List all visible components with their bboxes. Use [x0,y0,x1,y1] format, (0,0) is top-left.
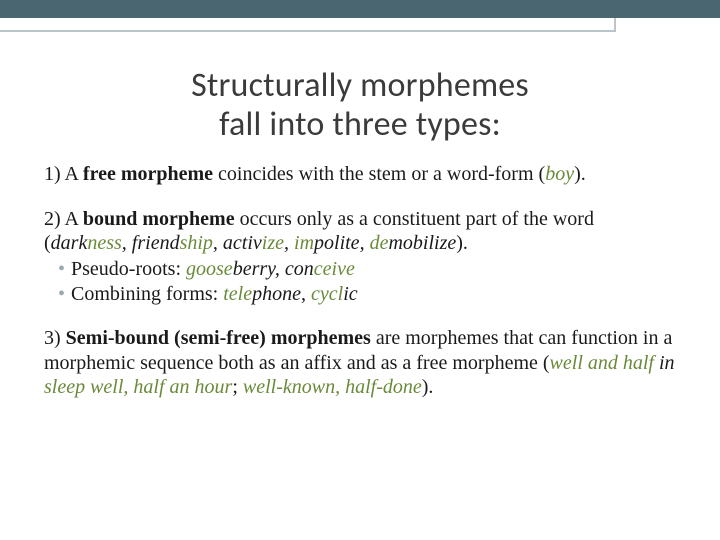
w2a: friend [132,232,180,254]
item3-em1: well and half [550,352,654,374]
bullet-icon: • [58,283,65,305]
w2b: ship [180,232,213,254]
s1sep: , [275,258,285,280]
item1-example: boy [545,163,574,185]
w5a: de [370,232,389,254]
item1-term: free morpheme [83,163,213,185]
title-line2: fall into three types: [219,104,501,145]
accent-line-left [0,30,416,32]
item2-sub1: • Pseudo-roots: gooseberry, conceive [44,257,676,281]
sub2-label: Combining forms: [71,283,223,305]
s2w2a: cycl [311,283,343,305]
w3a: activ [223,232,262,254]
item2-sub2: • Combining forms: telephone, cyclic [44,282,676,306]
item3-prefix: 3) [44,327,66,349]
sep3: , [284,232,294,254]
w5b: mobilize [388,232,456,254]
w1a: dark [51,232,88,254]
item1-text1: coincides with the stem or a word-form ( [213,163,545,185]
s2w1a: tele [223,283,252,305]
item-3: 3) Semi-bound (semi-free) morphemes are … [44,326,676,399]
s1w2a: con [285,258,314,280]
s1w1a: goose [186,258,233,280]
top-bar [0,0,720,18]
bullet-icon: • [58,258,65,280]
item3-em3: well-known, half-done [243,376,422,398]
w3b: ize [262,232,284,254]
item-1: 1) A free morpheme coincides with the st… [44,162,676,186]
title-line1: Structurally morphemes [191,65,529,106]
item3-term: Semi-bound (semi-free) morphemes [66,327,371,349]
item3-mid1: in [654,352,675,374]
w4a: im [294,232,314,254]
s1w2b: ceive [314,258,355,280]
item1-prefix: 1) A [44,163,83,185]
content-area: 1) A free morpheme coincides with the st… [0,144,720,399]
sep2: , [213,232,223,254]
item2-text2: ). [456,232,468,254]
s1w1b: berry [233,258,275,280]
slide-title: Structurally morphemes fall into three t… [0,66,720,144]
w1b: ness [87,232,121,254]
sub1-label: Pseudo-roots: [71,258,186,280]
s2sep: , [301,283,311,305]
s2w1b: phone [252,283,301,305]
item2-term: bound morpheme [83,208,235,230]
item3-text2: ). [422,376,434,398]
w4b: polite [314,232,360,254]
item-2: 2) A bound morpheme occurs only as a con… [44,207,676,256]
s2w2b: ic [343,283,357,305]
sep4: , [360,232,370,254]
item1-text2: ). [574,163,586,185]
sep1: , [122,232,132,254]
item2-prefix: 2) A [44,208,83,230]
item3-mid2: ; [232,376,243,398]
accent-line-right [416,18,616,32]
item3-em2: sleep well, half an hour [44,376,232,398]
